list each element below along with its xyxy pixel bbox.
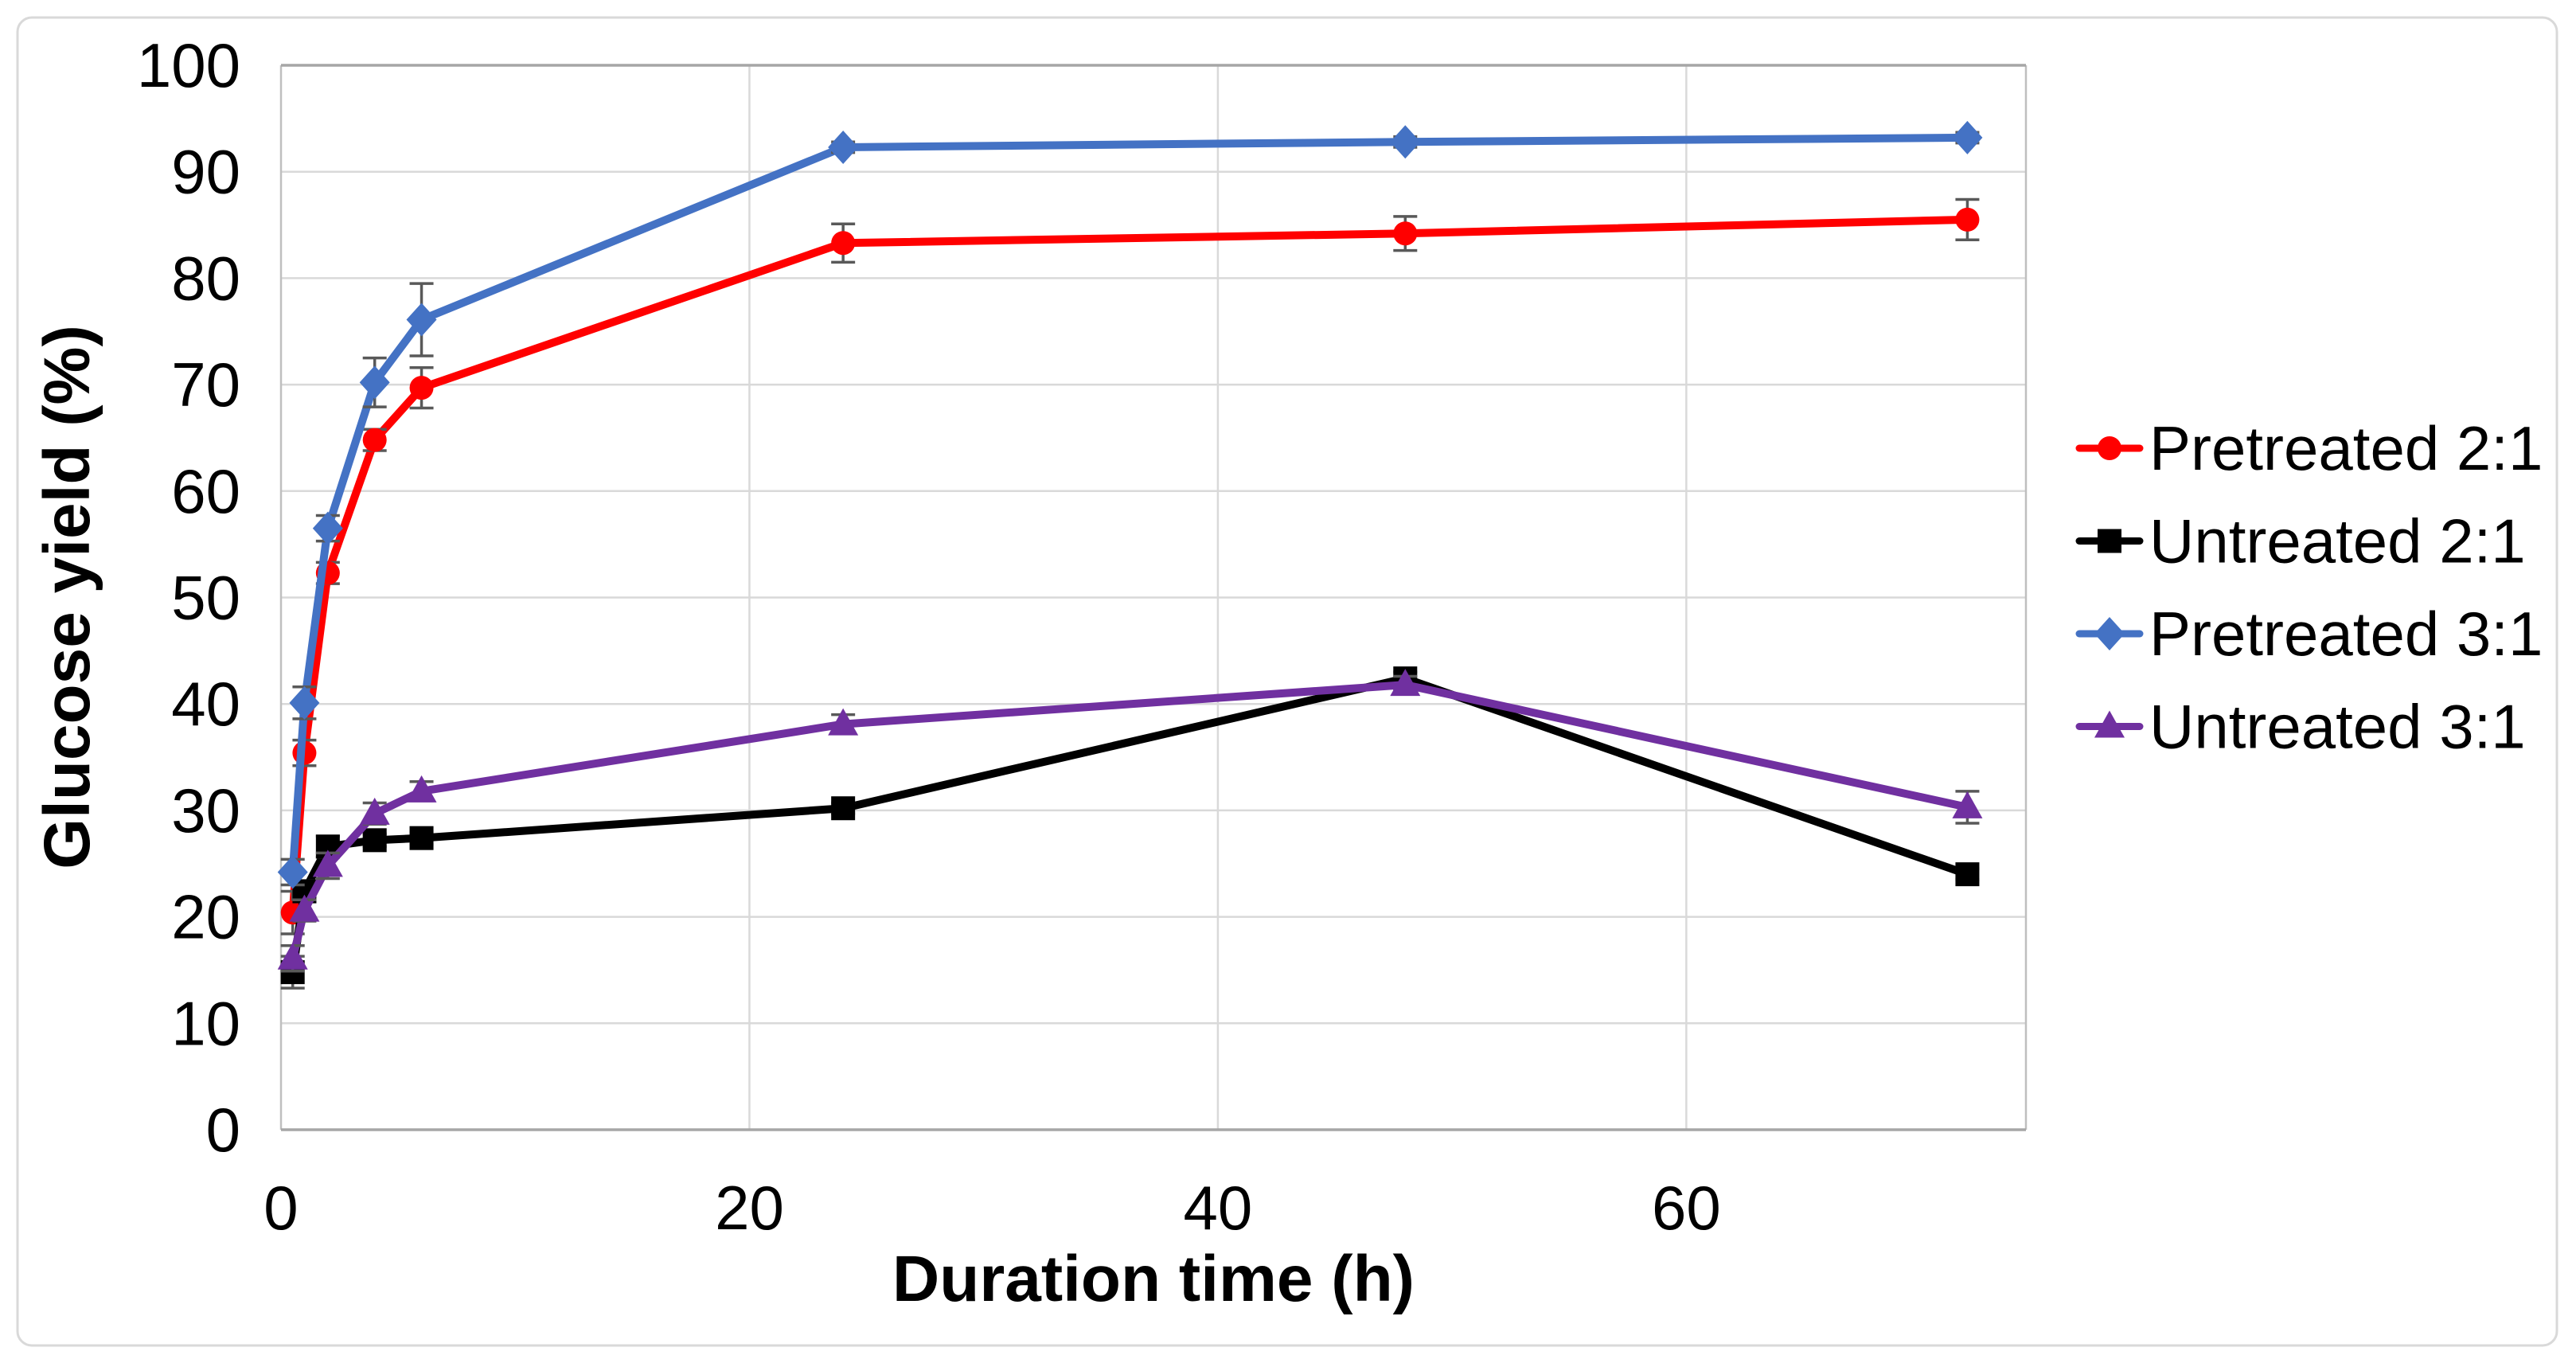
- data-point-triangle: [406, 775, 437, 803]
- legend-item: Untreated 3:1: [2075, 692, 2526, 762]
- data-point-circle: [2098, 436, 2121, 460]
- y-axis-title: Glucose yield (%): [31, 325, 103, 869]
- y-tick-label: 0: [206, 1095, 240, 1165]
- series-pretreated-3-1: [277, 120, 1983, 889]
- data-point-diamond: [1390, 125, 1421, 159]
- data-point-triangle: [359, 797, 390, 825]
- data-point-diamond: [289, 685, 320, 720]
- y-tick-label: 90: [171, 137, 240, 207]
- x-axis-title: Duration time (h): [892, 1243, 1415, 1315]
- series-line: [288, 133, 1972, 877]
- y-tick-label: 10: [171, 988, 240, 1058]
- series-layer: [277, 120, 1983, 990]
- x-tick-label: 20: [715, 1173, 784, 1243]
- y-tick-label: 100: [137, 30, 240, 100]
- data-point-triangle: [312, 849, 343, 877]
- y-tick-label: 50: [171, 563, 240, 633]
- data-point-circle: [409, 376, 434, 400]
- data-point-square: [831, 796, 856, 821]
- data-point-square: [409, 826, 434, 850]
- y-tick-label: 30: [171, 775, 240, 846]
- data-point-diamond: [2094, 617, 2125, 650]
- data-point-circle: [362, 428, 387, 452]
- x-tick-label: 60: [1652, 1173, 1721, 1243]
- y-tick-label: 60: [171, 456, 240, 526]
- legend-label: Untreated 3:1: [2149, 692, 2526, 762]
- data-point-triangle: [277, 942, 308, 970]
- legend-item: Untreated 2:1: [2075, 506, 2526, 576]
- data-point-diamond: [828, 130, 859, 164]
- data-point-circle: [1955, 207, 1980, 232]
- legend-item: Pretreated 3:1: [2075, 599, 2543, 669]
- data-point-diamond: [1952, 120, 1983, 154]
- y-tick-label: 70: [171, 350, 240, 420]
- grid-layer: [279, 64, 2028, 1131]
- legend-label: Pretreated 3:1: [2149, 599, 2543, 669]
- data-point-diamond: [277, 855, 308, 889]
- figure-border: [16, 16, 2558, 1347]
- tick-layer: 0 10 20 30 40 50 60 70 80 90 100 0 20 40 60: [137, 30, 1721, 1243]
- data-point-triangle: [828, 708, 859, 736]
- legend-label: Untreated 2:1: [2149, 506, 2526, 576]
- legend: Pretreated 2:1 Untreated 2:1 Pretreated 3:…: [2075, 413, 2543, 762]
- series-untreated-3-1: [277, 669, 1983, 973]
- legend-item: Pretreated 2:1: [2075, 413, 2543, 483]
- data-point-diamond: [312, 511, 343, 545]
- data-point-triangle: [289, 894, 320, 922]
- data-point-triangle: [1390, 669, 1421, 697]
- data-point-diamond: [359, 365, 390, 400]
- y-tick-label: 80: [171, 243, 240, 313]
- data-point-square: [362, 828, 387, 853]
- y-tick-label: 40: [171, 669, 240, 739]
- data-point-triangle: [1952, 791, 1983, 818]
- y-tick-label: 20: [171, 882, 240, 952]
- data-point-square: [2098, 529, 2121, 553]
- data-point-circle: [831, 231, 856, 256]
- data-point-diamond: [406, 303, 437, 337]
- data-point-square: [1955, 862, 1980, 887]
- x-tick-label: 40: [1184, 1173, 1253, 1243]
- legend-label: Pretreated 2:1: [2149, 413, 2543, 483]
- data-point-circle: [1393, 221, 1418, 246]
- series-line: [288, 215, 1972, 917]
- x-tick-label: 0: [263, 1173, 298, 1243]
- data-point-triangle: [2094, 710, 2125, 738]
